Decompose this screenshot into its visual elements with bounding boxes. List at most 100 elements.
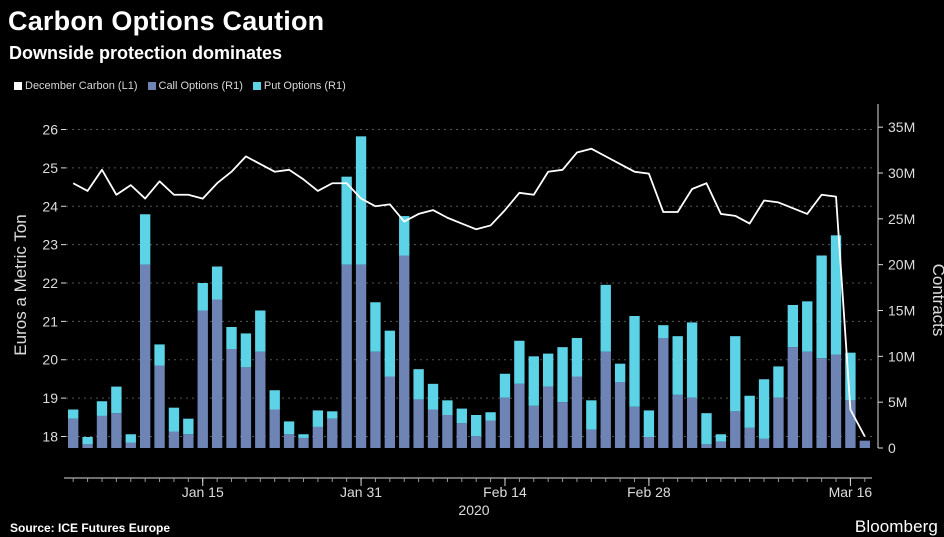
bar-call: [499, 397, 511, 448]
bar-put: [312, 410, 324, 427]
legend-label-line: December Carbon (L1): [25, 80, 138, 92]
legend-swatch-put: [252, 82, 261, 90]
bar-call: [542, 386, 554, 448]
bar-put: [111, 386, 122, 414]
y-left-tick-label: 25: [42, 160, 58, 176]
bar-put: [542, 353, 554, 387]
bar-call: [211, 299, 223, 448]
y-left-tick-label: 20: [42, 352, 58, 368]
bar-call: [787, 347, 799, 448]
bar-put: [802, 301, 813, 352]
bar-call: [82, 444, 93, 448]
bar-call: [226, 349, 237, 448]
y-left-tick-label: 19: [42, 390, 58, 406]
bar-call: [183, 434, 194, 448]
bar-call: [571, 376, 583, 448]
bar-put: [82, 437, 93, 445]
bar-put: [629, 316, 640, 407]
bar-put: [269, 390, 280, 410]
bar-put: [355, 136, 367, 265]
bar-call: [413, 399, 424, 448]
bar-call: [773, 397, 784, 448]
bar-call: [629, 406, 640, 448]
bar-call: [701, 444, 712, 448]
bar-call: [802, 351, 813, 448]
bar-call: [758, 438, 770, 448]
bar-put: [600, 284, 611, 352]
bar-call: [730, 411, 741, 448]
bar-put: [68, 409, 79, 419]
bar-call: [341, 264, 352, 448]
x-tick-label: Mar 16: [829, 484, 873, 500]
bar-put: [168, 407, 180, 432]
bar-call: [139, 264, 151, 448]
bar-call: [830, 354, 842, 448]
legend: December Carbon (L1) Call Options (R1) P…: [14, 80, 346, 92]
bar-call: [240, 367, 252, 448]
bar-put: [845, 352, 856, 401]
y-right-tick-label: 10M: [888, 348, 915, 364]
bar-call: [686, 397, 698, 448]
bar-call: [715, 441, 727, 448]
bar-put: [139, 214, 151, 265]
bar-put: [197, 283, 208, 311]
grid-lines: [66, 129, 872, 437]
bar-put: [442, 400, 453, 415]
bar-put: [586, 400, 597, 430]
bar-put: [499, 373, 511, 398]
bar-call: [283, 434, 295, 448]
bar-call: [816, 358, 827, 448]
bar-put: [730, 336, 741, 412]
bar-put: [485, 412, 496, 421]
y-left-tick-label: 23: [42, 237, 58, 253]
bar-put: [658, 325, 669, 338]
bar-call: [125, 442, 136, 448]
y-left-tick-label: 21: [42, 313, 58, 329]
bar-call: [327, 418, 338, 448]
bar-call: [744, 427, 755, 448]
bar-call: [614, 382, 626, 448]
bar-put: [816, 255, 827, 359]
bars-group: [68, 136, 870, 448]
bar-put: [758, 379, 770, 439]
x-tick-label: Feb 14: [483, 484, 527, 500]
legend-swatch-call: [147, 82, 156, 90]
bar-call: [528, 405, 539, 448]
bar-call: [485, 420, 496, 448]
source-note: Source: ICE Futures Europe: [10, 521, 171, 535]
bar-put: [528, 356, 539, 406]
x-year-label: 2020: [458, 502, 489, 518]
bar-call: [672, 394, 683, 448]
legend-item-line: December Carbon (L1): [14, 80, 138, 92]
bar-put: [701, 413, 712, 445]
y-right-tick-label: 5M: [888, 394, 907, 410]
bar-put: [830, 235, 842, 355]
bar-put: [370, 302, 381, 352]
bar-call: [442, 415, 453, 448]
bar-call: [658, 338, 669, 448]
chart-subtitle: Downside protection dominates: [9, 43, 283, 63]
bar-call: [355, 264, 367, 448]
brand-logo: Bloomberg: [854, 517, 938, 536]
bar-put: [255, 310, 266, 352]
y-axis-right-label: Contracts: [929, 264, 944, 337]
bar-put: [283, 421, 295, 435]
y-left-tick-label: 22: [42, 275, 58, 291]
y-left-tick-label: 24: [42, 198, 58, 214]
bar-put: [744, 395, 755, 428]
y-right-tick-label: 20M: [888, 257, 915, 273]
bar-put: [471, 415, 482, 437]
bar-call: [384, 376, 396, 448]
axes-group: 18 19 20 21 22 23 24 25 26 0 5M 10M 15M 20M 25M 30M 35M J…: [42, 104, 915, 500]
bar-put: [686, 322, 698, 398]
bar-call: [269, 409, 280, 448]
bar-call: [111, 413, 122, 448]
legend-item-put: Put Options (R1): [252, 80, 346, 92]
chart-title: Carbon Options Caution: [8, 6, 325, 36]
bar-put: [557, 347, 568, 403]
legend-swatch-line: [14, 82, 22, 90]
bar-put: [643, 410, 655, 437]
bar-put: [456, 408, 467, 424]
bar-put: [715, 434, 727, 442]
bar-call: [557, 402, 568, 448]
